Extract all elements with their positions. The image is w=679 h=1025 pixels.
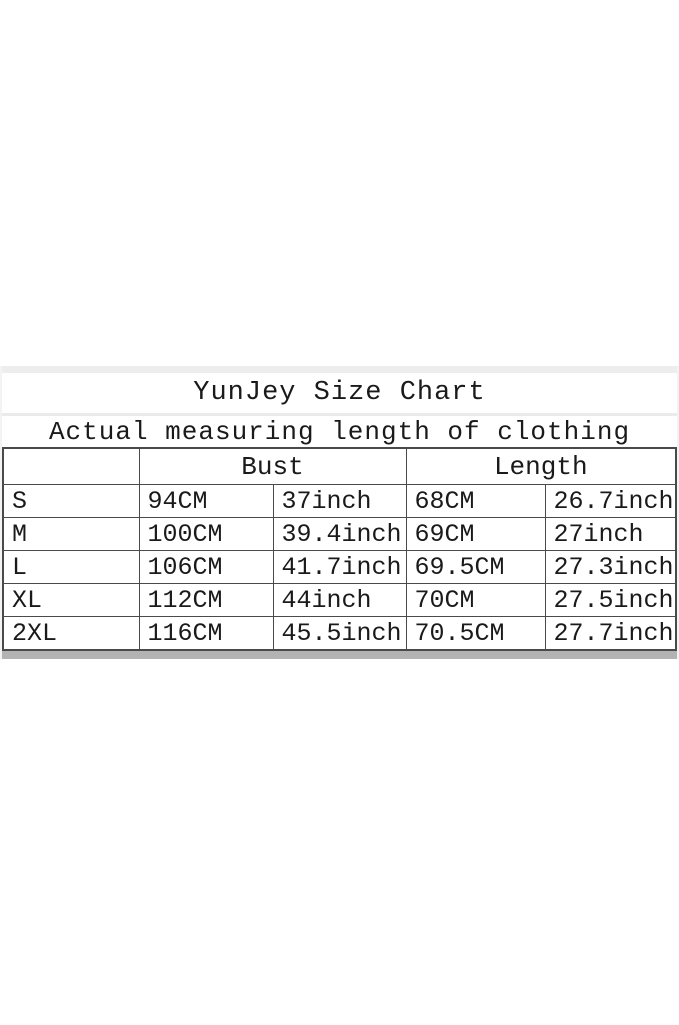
cell-length-inch: 26.7inch bbox=[544, 484, 677, 518]
cell-length-inch: 27.7inch bbox=[544, 616, 677, 651]
cell-bust-inch: 45.5inch bbox=[272, 616, 407, 651]
cell-length-cm: 68CM bbox=[405, 484, 546, 518]
cell-bust-cm: 100CM bbox=[138, 517, 274, 551]
cell-size: 2XL bbox=[2, 616, 140, 651]
chart-subtitle: Actual measuring length of clothing bbox=[48, 416, 631, 447]
cell-bust-cm: 116CM bbox=[138, 616, 274, 651]
table-row: L 106CM 41.7inch 69.5CM 27.3inch bbox=[2, 550, 677, 584]
cell-size: M bbox=[2, 517, 140, 551]
size-table: Bust Length S 94CM 37inch 68CM 26.7inch … bbox=[2, 447, 677, 651]
cell-size: S bbox=[2, 484, 140, 518]
cell-bust-inch: 37inch bbox=[272, 484, 407, 518]
sheet-bottom-shadow bbox=[2, 651, 677, 659]
cell-size: L bbox=[2, 550, 140, 584]
cell-bust-cm: 94CM bbox=[138, 484, 274, 518]
cell-length-inch: 27.5inch bbox=[544, 583, 677, 617]
cell-size: XL bbox=[2, 583, 140, 617]
header-row: Bust Length bbox=[2, 447, 677, 485]
cell-length-cm: 70CM bbox=[405, 583, 546, 617]
header-length-cell: Length bbox=[405, 447, 677, 485]
cell-length-inch: 27.3inch bbox=[544, 550, 677, 584]
size-chart: YunJey Size Chart Actual measuring lengt… bbox=[0, 366, 679, 659]
chart-title: YunJey Size Chart bbox=[2, 373, 677, 416]
table-row: XL 112CM 44inch 70CM 27.5inch bbox=[2, 583, 677, 617]
table-row: M 100CM 39.4inch 69CM 27inch bbox=[2, 517, 677, 551]
cell-bust-cm: 112CM bbox=[138, 583, 274, 617]
cell-length-cm: 69.5CM bbox=[405, 550, 546, 584]
cell-length-cm: 69CM bbox=[405, 517, 546, 551]
cell-bust-inch: 39.4inch bbox=[272, 517, 407, 551]
table-row: 2XL 116CM 45.5inch 70.5CM 27.7inch bbox=[2, 616, 677, 651]
table-row: S 94CM 37inch 68CM 26.7inch bbox=[2, 484, 677, 518]
cell-bust-cm: 106CM bbox=[138, 550, 274, 584]
cell-bust-inch: 41.7inch bbox=[272, 550, 407, 584]
cell-length-cm: 70.5CM bbox=[405, 616, 546, 651]
cell-length-inch: 27inch bbox=[544, 517, 677, 551]
sheet-top-edge bbox=[2, 366, 677, 373]
header-size-cell bbox=[2, 447, 140, 485]
cell-bust-inch: 44inch bbox=[272, 583, 407, 617]
header-bust-cell: Bust bbox=[138, 447, 407, 485]
